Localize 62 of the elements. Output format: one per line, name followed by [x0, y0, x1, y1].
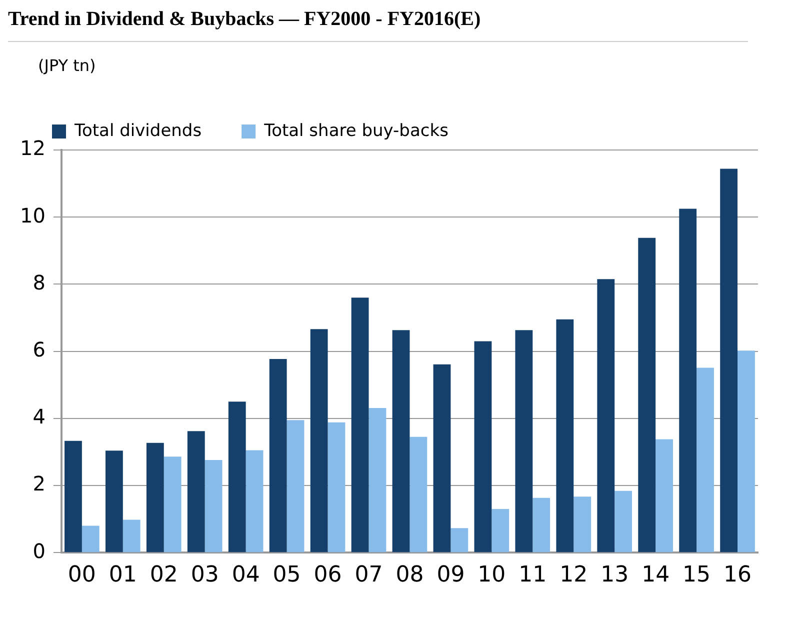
bar	[515, 330, 533, 552]
bar	[368, 408, 386, 552]
bar	[532, 498, 550, 552]
bar	[474, 341, 492, 552]
x-tick-label: 03	[190, 562, 219, 588]
x-tick-label: 16	[724, 562, 752, 588]
bar	[269, 359, 287, 552]
legend-label: Total share buy-backs	[263, 120, 449, 141]
y-tick-label: 0	[32, 538, 46, 563]
bar	[696, 368, 714, 552]
y-tick-label: 8	[32, 270, 46, 294]
bar	[492, 508, 510, 552]
bar	[679, 208, 697, 552]
x-tick-label: 13	[600, 562, 629, 588]
bar	[64, 440, 82, 552]
legend-label: Total dividends	[74, 120, 202, 141]
y-tick-label: 12	[20, 136, 46, 160]
bar	[122, 520, 140, 552]
bar	[204, 460, 222, 552]
bar	[410, 436, 428, 552]
x-tick-label: 02	[150, 562, 178, 588]
x-tick-label: 12	[560, 562, 588, 588]
bar	[146, 442, 164, 552]
bar	[228, 402, 246, 552]
x-tick-label: 15	[682, 562, 711, 588]
bar	[310, 329, 328, 552]
y-tick-label: 6	[32, 338, 46, 362]
chart-title: Trend in Dividend & Buybacks — FY2000 - FY2016(E)	[8, 8, 748, 42]
bar	[597, 279, 615, 552]
x-tick-label: 04	[232, 562, 260, 588]
x-tick-label: 11	[518, 562, 547, 588]
bar	[433, 364, 451, 552]
bar	[614, 490, 632, 552]
x-tick-label: 08	[396, 562, 424, 588]
y-tick-label: 10	[20, 203, 46, 228]
y-tick-label: 4	[32, 404, 46, 429]
x-tick-label: 14	[642, 562, 670, 588]
bar	[82, 526, 100, 552]
bar	[246, 450, 264, 552]
x-tick-label: 09	[436, 562, 465, 588]
x-tick-label: 01	[108, 562, 137, 588]
bar	[164, 456, 182, 552]
y-axis-title: (JPY tn)	[38, 56, 97, 75]
bar	[574, 496, 592, 552]
bar	[738, 350, 755, 552]
bar	[351, 298, 369, 552]
x-tick-label: 06	[314, 562, 342, 588]
x-tick-label: 10	[478, 562, 506, 588]
bar	[656, 439, 673, 552]
bar	[328, 422, 346, 552]
bar	[187, 431, 205, 552]
bar	[720, 168, 738, 552]
x-tick-label: 07	[354, 562, 383, 588]
bar	[105, 450, 123, 552]
bar	[450, 528, 468, 552]
x-tick-label: 00	[68, 562, 96, 588]
y-tick-label: 2	[32, 472, 46, 496]
bar	[392, 330, 410, 552]
bar	[286, 420, 304, 552]
x-tick-label: 05	[272, 562, 301, 588]
bar	[556, 319, 574, 552]
bar	[638, 238, 656, 552]
